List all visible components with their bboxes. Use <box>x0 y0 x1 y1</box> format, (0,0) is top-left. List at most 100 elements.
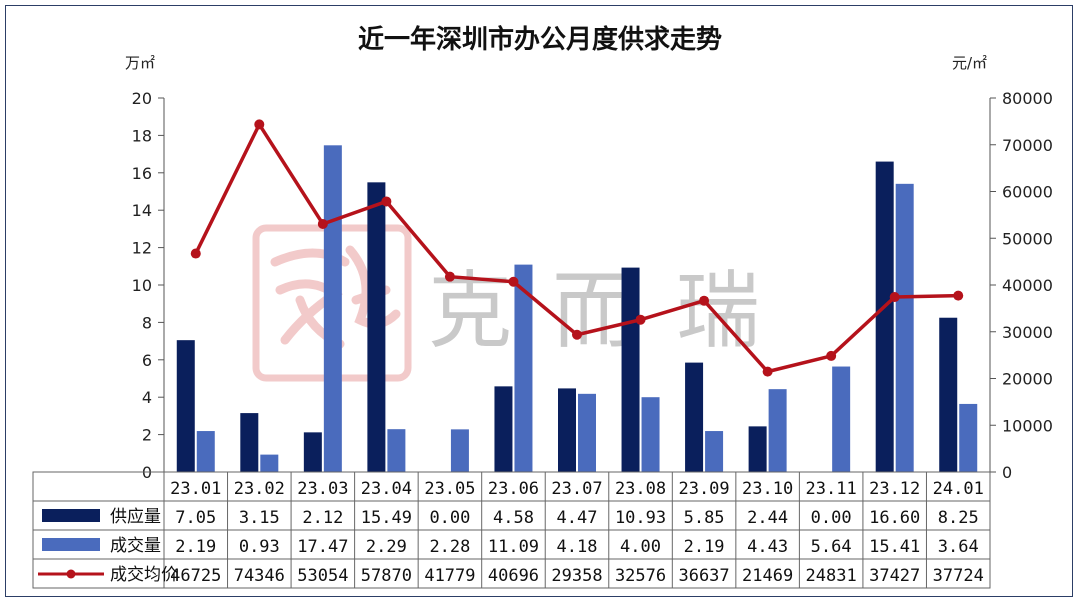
supply-bar <box>303 432 322 472</box>
data-label: 5.64 <box>811 537 852 557</box>
data-label: 40696 <box>488 566 539 586</box>
avg-price-marker <box>572 329 582 340</box>
left-axis-tick-label: 16 <box>132 164 152 183</box>
left-axis-tick-label: 20 <box>132 89 152 108</box>
supply-bar <box>494 386 513 472</box>
avg-price-marker <box>953 290 964 301</box>
left-axis-unit: 万㎡ <box>125 54 155 72</box>
category-label: 24.01 <box>933 479 984 499</box>
transaction-bar <box>832 366 851 472</box>
right-axis-tick-label: 20000 <box>1002 370 1053 389</box>
transaction-bar <box>323 145 342 472</box>
legend-key-avg-price-marker <box>66 569 76 579</box>
category-label: 23.12 <box>869 479 920 499</box>
supply-bar <box>240 413 259 472</box>
avg-price-marker <box>508 276 519 287</box>
transaction-bar <box>641 397 660 472</box>
left-axis-tick-label: 2 <box>142 426 152 445</box>
avg-price-marker <box>699 295 710 306</box>
category-label: 23.11 <box>806 479 857 499</box>
data-label: 37427 <box>869 566 920 586</box>
avg-price-marker <box>826 350 837 361</box>
avg-price-marker <box>762 366 773 377</box>
data-label: 4.00 <box>620 537 661 557</box>
right-axis-tick-label: 40000 <box>1002 276 1053 295</box>
data-label: 11.09 <box>488 537 539 557</box>
data-label: 16.60 <box>869 508 920 528</box>
supply-bar <box>748 426 767 472</box>
data-label: 2.44 <box>747 508 788 528</box>
legend-label-transactions: 成交量 <box>110 536 161 556</box>
data-label: 21469 <box>742 566 793 586</box>
category-label: 23.02 <box>234 479 285 499</box>
avg-price-marker <box>381 196 392 207</box>
data-label: 4.43 <box>747 537 788 557</box>
transaction-bar <box>959 403 978 472</box>
data-label: 7.05 <box>175 508 216 528</box>
data-label: 15.49 <box>361 508 412 528</box>
data-label: 10.93 <box>615 508 666 528</box>
data-label: 15.41 <box>869 537 920 557</box>
transaction-bar <box>895 183 914 472</box>
data-label: 5.85 <box>684 508 725 528</box>
category-label: 23.06 <box>488 479 539 499</box>
avg-price-marker <box>254 119 265 130</box>
transaction-bar <box>260 454 279 472</box>
data-label: 4.18 <box>557 537 598 557</box>
data-label: 2.28 <box>429 537 470 557</box>
data-label: 0.00 <box>429 508 470 528</box>
supply-bar <box>685 362 704 472</box>
left-axis-tick-label: 14 <box>132 201 152 220</box>
data-label: 17.47 <box>297 537 348 557</box>
supply-bar <box>621 267 640 472</box>
legend-key-transactions <box>42 538 100 551</box>
data-label: 24831 <box>806 566 857 586</box>
left-axis-tick-label: 18 <box>132 126 152 145</box>
legend-label-supply: 供应量 <box>110 507 161 527</box>
avg-price-marker <box>889 292 900 303</box>
category-label: 23.07 <box>551 479 602 499</box>
category-label: 23.05 <box>424 479 475 499</box>
category-label: 23.03 <box>297 479 348 499</box>
legend-key-supply <box>42 509 100 522</box>
data-label: 53054 <box>297 566 348 586</box>
category-label: 23.10 <box>742 479 793 499</box>
category-label: 23.04 <box>361 479 412 499</box>
bar-series <box>176 145 978 472</box>
line-series <box>190 119 964 377</box>
data-label: 57870 <box>361 566 412 586</box>
right-axis-tick-label: 50000 <box>1002 229 1053 248</box>
data-label: 3.15 <box>239 508 280 528</box>
right-axis-tick-label: 80000 <box>1002 89 1053 108</box>
category-label: 23.09 <box>678 479 729 499</box>
supply-bar <box>939 317 958 472</box>
legend-label-avg-price: 成交均价 <box>110 565 178 585</box>
data-label: 37724 <box>933 566 984 586</box>
data-label: 2.29 <box>366 537 407 557</box>
data-label: 0.93 <box>239 537 280 557</box>
data-label: 36637 <box>678 566 729 586</box>
transaction-bar <box>768 389 787 472</box>
avg-price-marker <box>444 271 455 282</box>
right-axis-tick-label: 60000 <box>1002 183 1053 202</box>
avg-price-marker <box>635 314 646 325</box>
transaction-bar <box>450 429 469 472</box>
left-axis-tick-label: 10 <box>132 276 152 295</box>
supply-bar <box>558 388 576 472</box>
data-label: 2.19 <box>684 537 725 557</box>
right-axis-tick-label: 30000 <box>1002 323 1053 342</box>
right-axis-tick-label: 10000 <box>1002 416 1053 435</box>
supply-bar <box>176 340 195 472</box>
transaction-bar <box>514 264 533 472</box>
right-axis-tick-label: 0 <box>1002 463 1012 482</box>
left-axis-tick-label: 4 <box>142 388 152 407</box>
data-label: 3.64 <box>938 537 979 557</box>
table-cells: 23.01 7.05 2.19 46725 23.02 3.15 0.93 74346 23.0… <box>170 479 984 586</box>
data-label: 2.19 <box>175 537 216 557</box>
avg-price-marker <box>190 248 201 259</box>
transaction-bar <box>705 431 724 472</box>
data-label: 4.47 <box>557 508 598 528</box>
supply-bar <box>875 161 894 472</box>
transaction-bar <box>387 429 406 472</box>
